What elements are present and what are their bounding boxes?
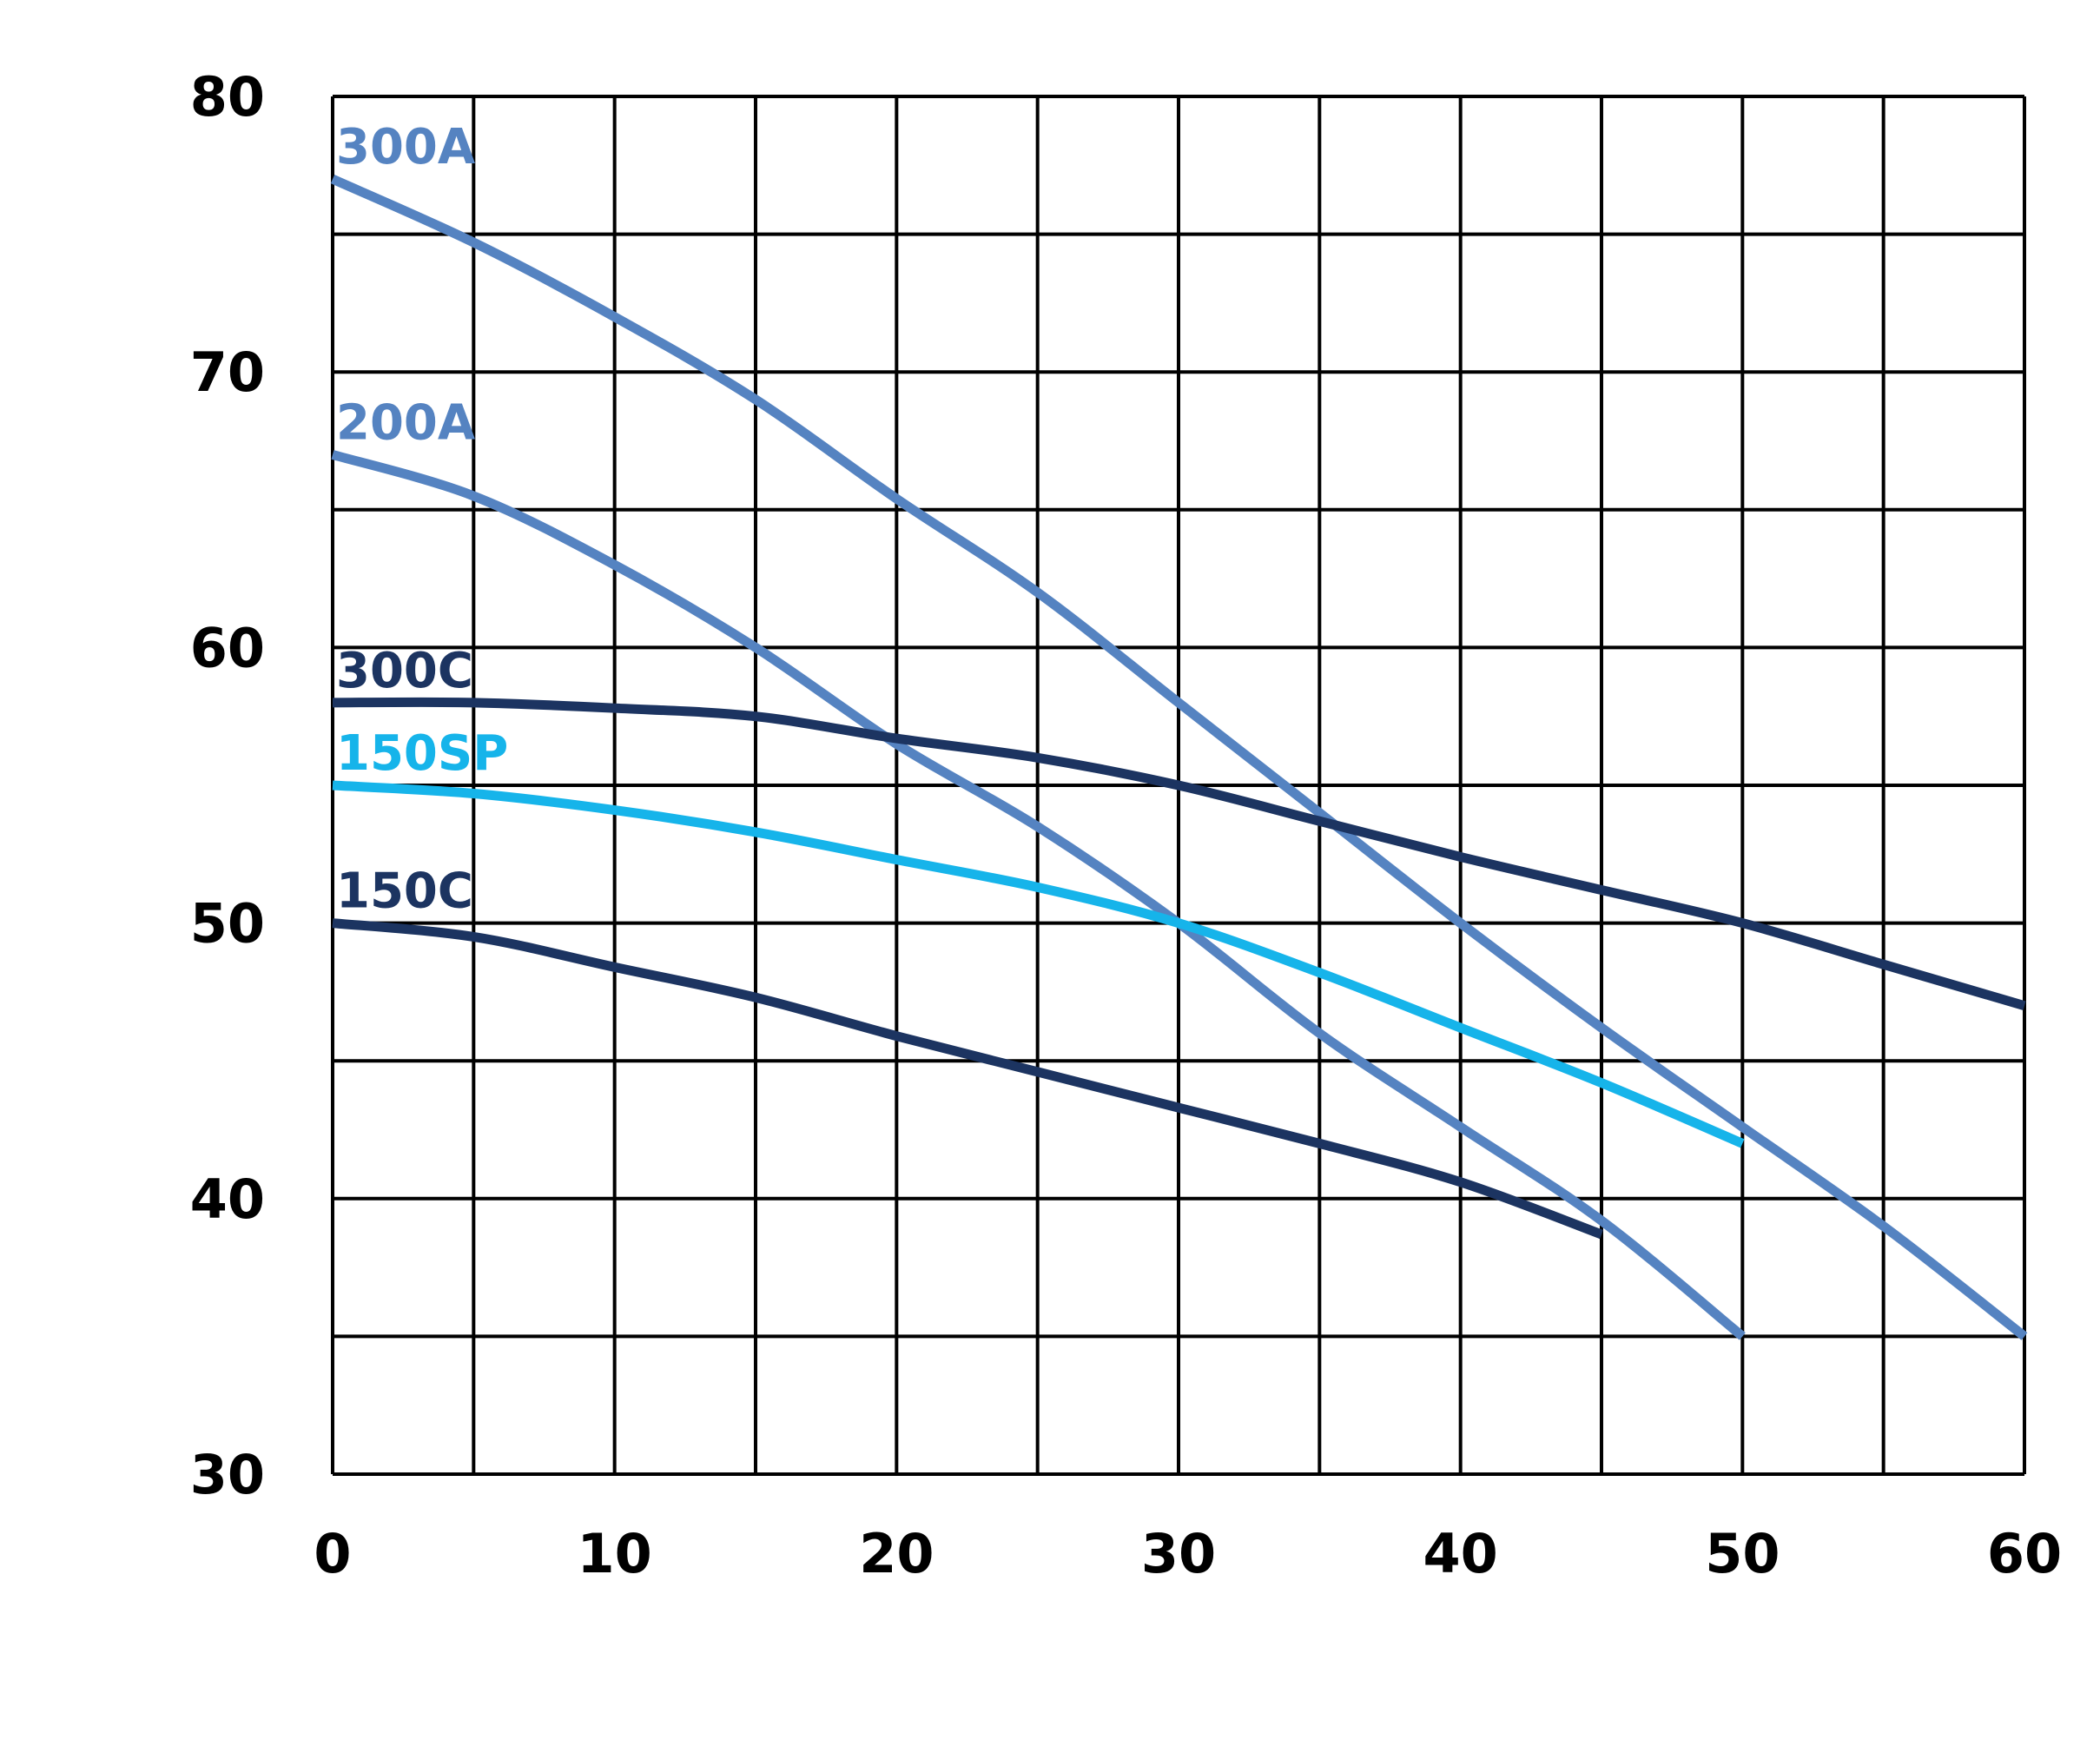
series-line-150c [332, 918, 1603, 1240]
y-axis-ticks: 30 40 50 60 70 80 [190, 65, 265, 1506]
y-tick-label: 30 [190, 1443, 265, 1506]
x-tick-label: 0 [314, 1522, 351, 1585]
series-line-150sp [332, 780, 1745, 1148]
x-tick-label: 10 [578, 1522, 652, 1585]
series-line-300c [332, 697, 2026, 1011]
series-label-150c: 150C [336, 863, 473, 920]
series-label-300c: 300C [336, 643, 473, 699]
series-label-200a: 200A [336, 394, 476, 451]
x-tick-label: 30 [1141, 1522, 1216, 1585]
series-lines [330, 175, 2028, 1340]
series-line-200a [331, 450, 1746, 1340]
series-line-300a [330, 175, 2028, 1340]
x-axis-ticks: 0 10 20 30 40 50 60 [314, 1522, 2062, 1585]
series-label-150sp: 150SP [336, 725, 508, 782]
y-tick-label: 80 [190, 65, 265, 129]
y-tick-label: 70 [190, 341, 265, 404]
series-label-300a: 300A [336, 119, 476, 175]
x-tick-label: 40 [1423, 1522, 1498, 1585]
x-tick-label: 20 [859, 1522, 934, 1585]
y-tick-label: 40 [190, 1168, 265, 1231]
series-labels: 300A 200A 300C 150SP 150C [336, 119, 508, 919]
x-tick-label: 50 [1705, 1522, 1780, 1585]
x-tick-label: 60 [1987, 1522, 2062, 1585]
y-tick-label: 50 [190, 892, 265, 956]
y-tick-label: 60 [190, 616, 265, 679]
